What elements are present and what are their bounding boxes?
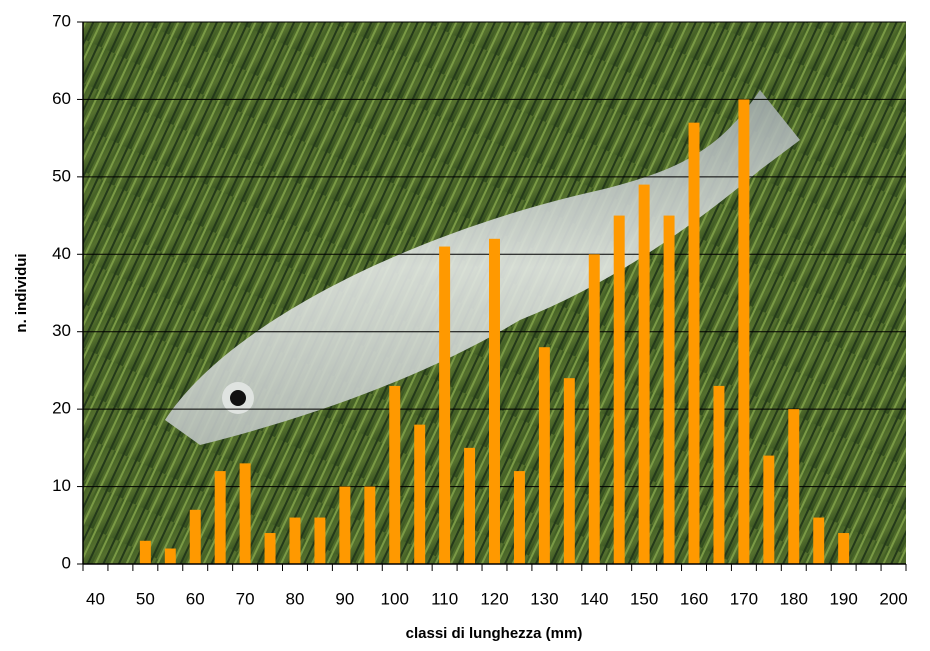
bar — [364, 486, 376, 564]
bar — [763, 455, 775, 564]
bar — [414, 424, 426, 564]
x-axis-title: classi di lunghezza (mm) — [406, 625, 583, 642]
x-tick-label: 190 — [829, 589, 857, 608]
bar — [264, 533, 276, 564]
bar — [513, 471, 525, 564]
y-axis-title: n. individui — [13, 253, 30, 332]
x-tick-label: 160 — [680, 589, 708, 608]
y-tick-label: 40 — [52, 244, 71, 263]
bar — [439, 246, 451, 565]
bar — [389, 385, 401, 564]
bar — [713, 385, 725, 564]
x-tick-label: 110 — [431, 589, 458, 608]
bar — [289, 517, 301, 564]
bar — [613, 215, 625, 565]
background-photo — [165, 90, 800, 445]
bar — [638, 184, 650, 564]
bar — [538, 347, 550, 564]
x-tick-label: 70 — [236, 589, 255, 608]
bar — [688, 122, 700, 565]
y-tick-label: 50 — [52, 166, 71, 185]
bar — [813, 517, 825, 564]
x-tick-label: 200 — [879, 589, 907, 608]
bar — [214, 471, 226, 564]
bar — [464, 447, 476, 564]
bar — [588, 254, 600, 565]
x-tick-label: 140 — [580, 589, 608, 608]
x-tick-label: 180 — [780, 589, 808, 608]
y-tick-label: 20 — [52, 399, 71, 418]
bar — [738, 99, 750, 564]
y-tick-label: 0 — [62, 553, 71, 572]
x-tick-label: 170 — [730, 589, 758, 608]
bar — [663, 215, 675, 565]
background-photo — [230, 390, 246, 406]
x-tick-label: 120 — [480, 589, 508, 608]
y-tick-label: 70 — [52, 11, 71, 30]
plot: 0 10 20 30 40 50 60 70 40 50 60 70 80 90 100 110 120 130 1… — [52, 11, 908, 608]
bar — [189, 509, 201, 564]
bar — [164, 548, 176, 564]
x-tick-label: 50 — [136, 589, 155, 608]
bar — [788, 409, 800, 564]
bar — [563, 378, 575, 564]
x-tick-label: 100 — [381, 589, 409, 608]
bar — [489, 238, 500, 565]
y-tick-label: 10 — [52, 476, 71, 495]
bar — [314, 517, 326, 564]
x-tick-label: 80 — [286, 589, 305, 608]
y-tick-label: 30 — [52, 321, 71, 340]
x-tick-label: 90 — [335, 589, 354, 608]
x-tick-label: 40 — [86, 589, 105, 608]
y-tick-label: 60 — [52, 89, 71, 108]
x-tick-label: 60 — [186, 589, 205, 608]
x-tick-label: 130 — [530, 589, 558, 608]
bar — [838, 533, 850, 564]
bar — [239, 463, 251, 564]
bar — [139, 540, 151, 564]
bar — [339, 486, 351, 564]
x-tick-label: 150 — [630, 589, 658, 608]
